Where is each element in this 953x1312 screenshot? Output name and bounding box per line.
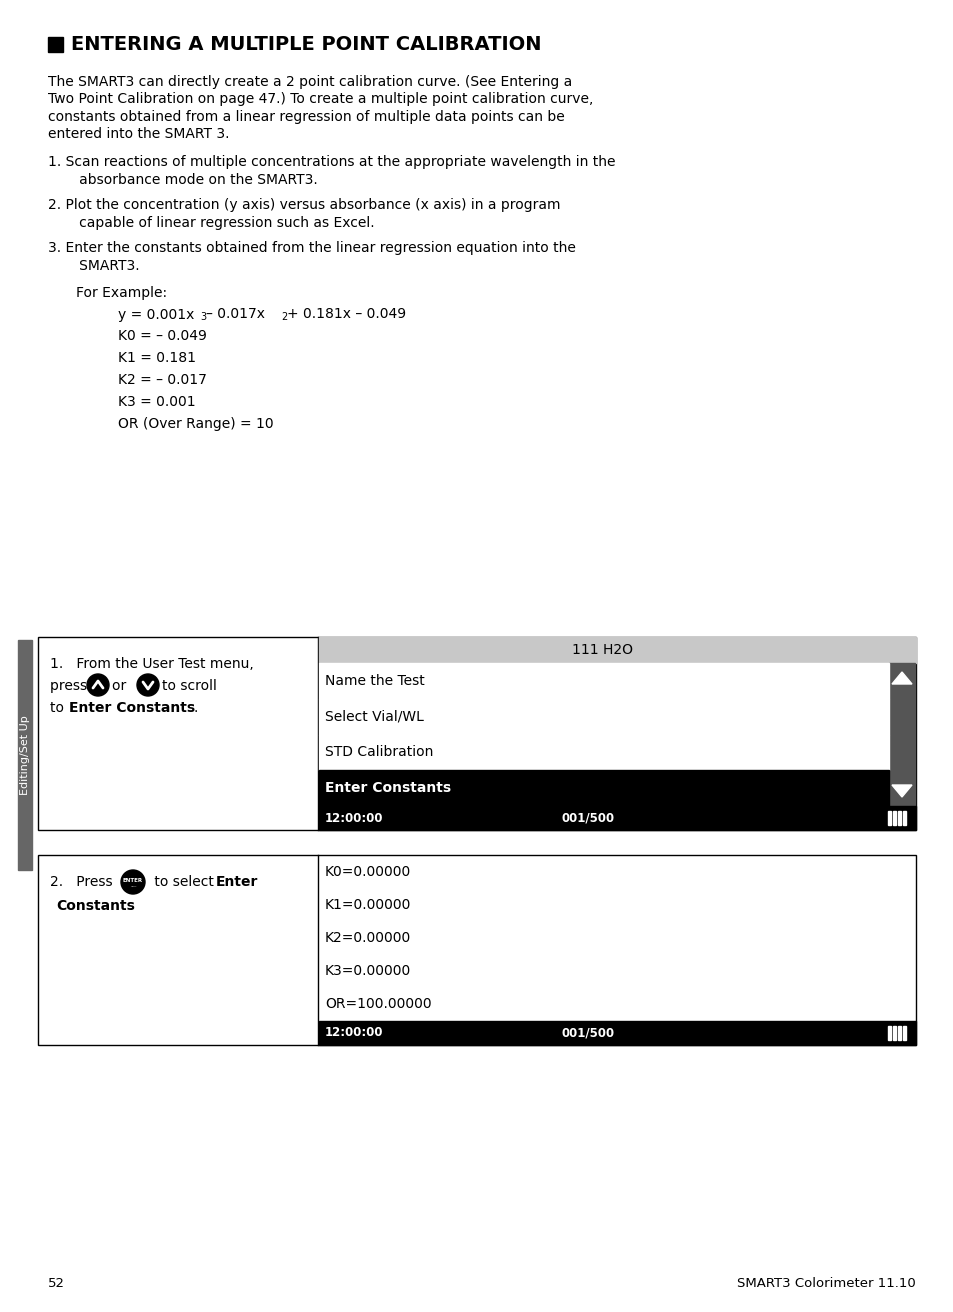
- Bar: [892, 811, 896, 825]
- Text: OR=100.00000: OR=100.00000: [325, 997, 431, 1012]
- Text: to scroll: to scroll: [162, 680, 216, 693]
- Bar: [888, 663, 914, 806]
- Text: 111 H2O: 111 H2O: [572, 643, 633, 657]
- Text: K3 = 0.001: K3 = 0.001: [118, 395, 195, 409]
- Text: SMART3.: SMART3.: [66, 258, 139, 273]
- Text: Enter Constants: Enter Constants: [69, 701, 195, 715]
- Bar: [18, 640, 32, 870]
- Text: 2: 2: [281, 312, 287, 323]
- Text: Enter: Enter: [215, 875, 258, 890]
- Bar: [897, 811, 901, 825]
- Bar: [902, 811, 905, 825]
- Text: or: or: [112, 680, 131, 693]
- Text: Editing/Set Up: Editing/Set Up: [20, 715, 30, 795]
- Text: 1.   From the User Test menu,: 1. From the User Test menu,: [50, 657, 253, 670]
- FancyBboxPatch shape: [38, 855, 915, 1044]
- Text: K1 = 0.181: K1 = 0.181: [118, 352, 195, 365]
- Text: constants obtained from a linear regression of multiple data points can be: constants obtained from a linear regress…: [48, 110, 564, 125]
- Text: .: .: [193, 701, 198, 715]
- Text: – 0.017x: – 0.017x: [206, 307, 265, 321]
- Polygon shape: [891, 785, 911, 796]
- Text: 2. Plot the concentration (y axis) versus absorbance (x axis) in a program: 2. Plot the concentration (y axis) versu…: [48, 198, 560, 213]
- Text: + 0.181x – 0.049: + 0.181x – 0.049: [287, 307, 406, 321]
- Text: 001/500: 001/500: [560, 812, 614, 824]
- Text: .: .: [128, 899, 132, 913]
- Text: The SMART3 can directly create a 2 point calibration curve. (See Entering a: The SMART3 can directly create a 2 point…: [48, 75, 572, 89]
- Text: y = 0.001x: y = 0.001x: [118, 307, 194, 321]
- Text: press: press: [50, 680, 91, 693]
- Text: capable of linear regression such as Excel.: capable of linear regression such as Exc…: [66, 215, 375, 230]
- Text: K0 = – 0.049: K0 = – 0.049: [118, 329, 207, 342]
- Text: 3. Enter the constants obtained from the linear regression equation into the: 3. Enter the constants obtained from the…: [48, 241, 576, 255]
- Text: Enter Constants: Enter Constants: [325, 781, 451, 795]
- Text: ENTERING A MULTIPLE POINT CALIBRATION: ENTERING A MULTIPLE POINT CALIBRATION: [71, 34, 541, 54]
- Bar: [318, 699, 888, 735]
- Text: Constants: Constants: [56, 899, 134, 913]
- Bar: [48, 37, 63, 52]
- Text: absorbance mode on the SMART3.: absorbance mode on the SMART3.: [66, 172, 317, 186]
- Text: 1. Scan reactions of multiple concentrations at the appropriate wavelength in th: 1. Scan reactions of multiple concentrat…: [48, 155, 615, 169]
- Bar: [318, 663, 888, 699]
- FancyBboxPatch shape: [38, 638, 915, 830]
- Text: K0=0.00000: K0=0.00000: [325, 865, 411, 879]
- Bar: [318, 770, 888, 806]
- Bar: [318, 1021, 915, 1044]
- Text: 12:00:00: 12:00:00: [325, 1026, 383, 1039]
- Text: 3: 3: [200, 312, 206, 323]
- Text: 12:00:00: 12:00:00: [325, 812, 383, 824]
- Text: K2 = – 0.017: K2 = – 0.017: [118, 373, 207, 387]
- Circle shape: [121, 870, 145, 893]
- Text: ___: ___: [130, 883, 136, 887]
- Bar: [887, 1026, 890, 1040]
- Text: 001/500: 001/500: [560, 1026, 614, 1039]
- Text: 52: 52: [48, 1277, 65, 1290]
- Text: K1=0.00000: K1=0.00000: [325, 897, 411, 912]
- Bar: [902, 1026, 905, 1040]
- Text: to: to: [50, 701, 69, 715]
- Bar: [897, 1026, 901, 1040]
- Text: OR (Over Range) = 10: OR (Over Range) = 10: [118, 417, 274, 432]
- Bar: [318, 806, 915, 830]
- Bar: [887, 811, 890, 825]
- Text: to select: to select: [150, 875, 218, 890]
- Polygon shape: [891, 672, 911, 684]
- Text: entered into the SMART 3.: entered into the SMART 3.: [48, 127, 230, 142]
- Text: STD Calibration: STD Calibration: [325, 745, 433, 760]
- Text: Name the Test: Name the Test: [325, 674, 424, 687]
- Text: 2.   Press: 2. Press: [50, 875, 117, 890]
- Text: Two Point Calibration on page 47.) To create a multiple point calibration curve,: Two Point Calibration on page 47.) To cr…: [48, 93, 593, 106]
- Text: Select Vial/WL: Select Vial/WL: [325, 710, 423, 724]
- Circle shape: [87, 674, 109, 695]
- Text: ENTER: ENTER: [123, 878, 143, 883]
- Text: SMART3 Colorimeter 11.10: SMART3 Colorimeter 11.10: [737, 1277, 915, 1290]
- Circle shape: [137, 674, 159, 695]
- Bar: [318, 638, 915, 663]
- Text: K3=0.00000: K3=0.00000: [325, 964, 411, 979]
- Bar: [892, 1026, 896, 1040]
- Text: K2=0.00000: K2=0.00000: [325, 932, 411, 945]
- Text: For Example:: For Example:: [76, 286, 167, 300]
- Bar: [318, 735, 888, 770]
